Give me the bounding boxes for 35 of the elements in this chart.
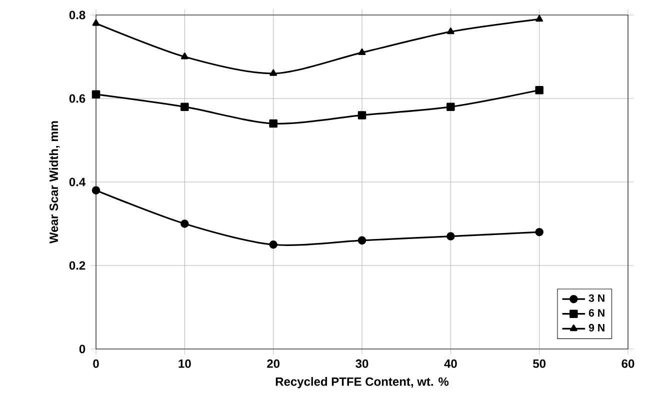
x-tick-label: 20 (267, 359, 280, 368)
y-tick-label: 0.6 (69, 94, 86, 103)
point (446, 28, 454, 34)
point (92, 186, 100, 194)
point (535, 86, 544, 94)
x-tick-label: 0 (93, 359, 99, 368)
y-tick-label: 0.2 (69, 261, 86, 270)
point (180, 220, 189, 228)
y-tick-label: 0.4 (69, 178, 86, 186)
point (269, 240, 278, 249)
point (92, 19, 100, 26)
y-tick-label: 0.8 (69, 10, 86, 20)
point (358, 48, 366, 56)
legend-label: 6 N (588, 309, 604, 317)
point (536, 15, 544, 22)
y-tick-label: 0 (79, 344, 86, 354)
y-axis-title: Wear Scar Width, mm (49, 121, 60, 244)
x-tick-label: 50 (533, 359, 546, 368)
point (358, 236, 366, 245)
point (446, 102, 455, 111)
point (92, 90, 100, 98)
x-tick-label: 60 (622, 359, 634, 368)
point (180, 102, 189, 111)
point (358, 111, 366, 120)
point (270, 69, 278, 76)
legend-label: 9 N (588, 324, 604, 332)
x-tick-label: 10 (178, 359, 191, 368)
x-tick-label: 30 (356, 359, 368, 368)
point (535, 228, 544, 236)
point (180, 52, 188, 60)
point (269, 119, 278, 128)
legend-label: 3 N (588, 294, 604, 302)
x-tick-label: 40 (444, 359, 457, 368)
point (446, 232, 455, 240)
x-axis-title: Recycled PTFE Content, wt. % (276, 377, 449, 388)
